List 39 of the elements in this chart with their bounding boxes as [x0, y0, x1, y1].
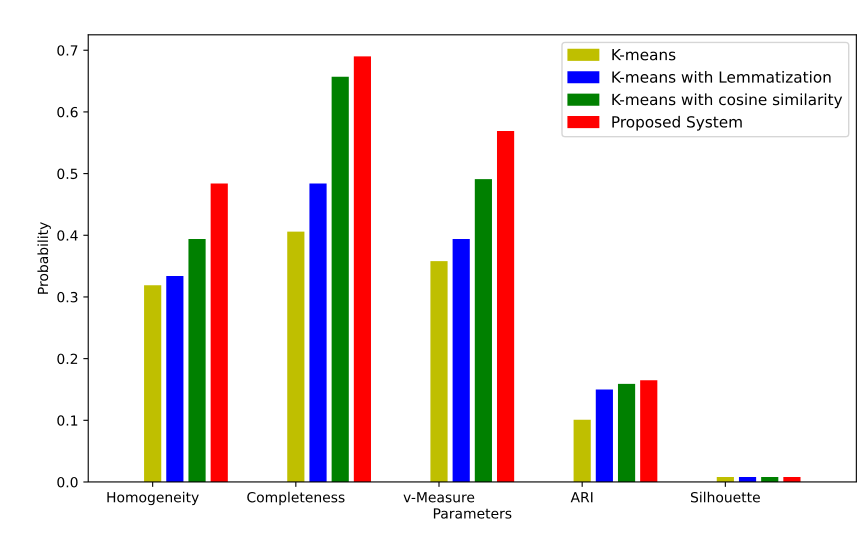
legend-label: K-means with cosine similarity	[612, 93, 842, 108]
y-tick-label: 0.7	[57, 45, 78, 56]
x-tick-label: v-Measure	[403, 492, 474, 502]
y-tick-label: 0.3	[57, 292, 78, 302]
y-tick-label: 0.5	[57, 168, 78, 180]
y-tick-label: 0.6	[57, 106, 78, 118]
bar	[596, 389, 613, 482]
x-tick-label: Homogeneity	[107, 492, 199, 506]
bar	[188, 238, 206, 482]
bar	[144, 285, 162, 482]
bar	[210, 183, 228, 482]
bar	[640, 380, 658, 482]
bar	[430, 261, 448, 482]
y-tick-label: 0.2	[57, 354, 78, 364]
bar	[618, 384, 636, 482]
legend-label: Proposed System	[612, 116, 742, 131]
bar	[287, 232, 304, 482]
x-tick-label: Completeness	[247, 492, 345, 506]
bar	[474, 179, 492, 482]
bar	[738, 477, 756, 482]
bar	[496, 131, 514, 482]
bar	[574, 420, 591, 482]
y-axis-title: Probability	[37, 222, 51, 294]
y-tick-label: 0.1	[57, 415, 78, 426]
bar	[332, 76, 349, 482]
x-tick-label: ARI	[570, 492, 592, 502]
y-tick-label: 0.0	[57, 476, 78, 488]
legend-label: K-means	[612, 49, 676, 60]
bar	[716, 477, 734, 482]
x-axis-title: Parameters	[434, 508, 512, 519]
x-tick-label: Silhouette	[690, 492, 760, 502]
bar	[761, 477, 778, 482]
y-tick-label: 0.4	[57, 230, 78, 241]
bar	[452, 238, 470, 482]
bar	[166, 276, 184, 482]
bar	[783, 477, 801, 482]
bar	[354, 56, 371, 482]
legend-label: K-means with Lemmatization	[612, 70, 831, 83]
bar	[309, 183, 327, 482]
